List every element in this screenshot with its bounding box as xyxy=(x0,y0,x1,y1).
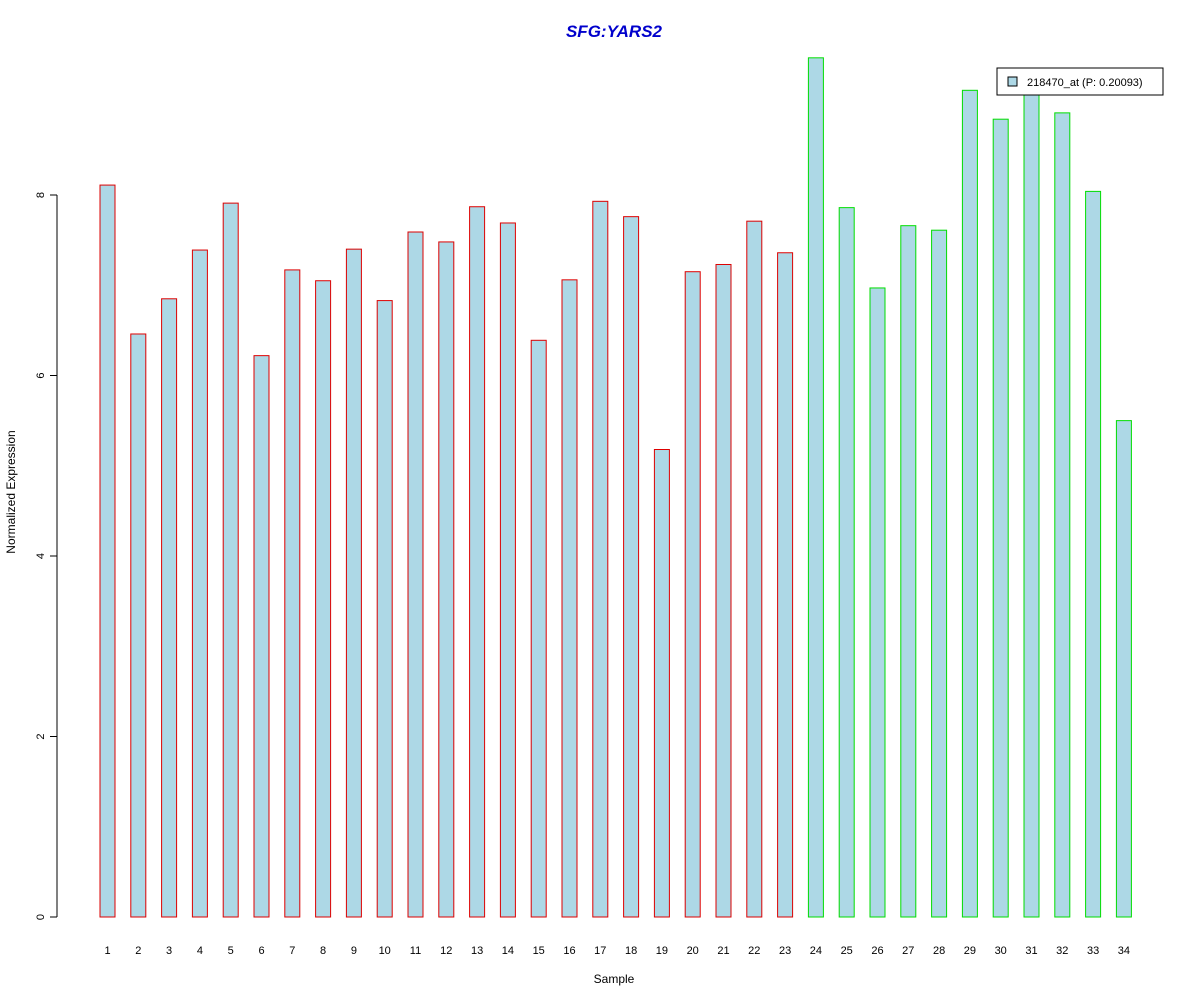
x-axis-title: Sample xyxy=(594,972,635,986)
x-tick-label: 23 xyxy=(779,945,791,957)
bar-sample-3 xyxy=(161,298,178,918)
bar-sample-28 xyxy=(931,229,948,918)
x-tick-label: 3 xyxy=(166,945,172,957)
bar-sample-8 xyxy=(315,280,332,918)
bar-sample-14 xyxy=(499,222,516,918)
x-tick-label: 10 xyxy=(379,945,391,957)
bar-sample-18 xyxy=(623,216,640,918)
bar-sample-29 xyxy=(961,89,978,918)
bar-sample-2 xyxy=(130,333,147,918)
bar-sample-23 xyxy=(777,252,794,918)
x-tick-label: 13 xyxy=(471,945,483,957)
legend-box xyxy=(996,67,1164,96)
x-tick-label: 28 xyxy=(933,945,945,957)
x-tick-label: 27 xyxy=(902,945,914,957)
chart-title: SFG:YARS2 xyxy=(566,22,663,41)
y-tick-label: 2 xyxy=(35,733,47,739)
bar-sample-7 xyxy=(284,269,301,918)
bar-sample-24 xyxy=(807,57,824,918)
x-tick-label: 17 xyxy=(594,945,606,957)
bar-sample-4 xyxy=(191,249,208,918)
bar-sample-27 xyxy=(900,225,917,918)
x-tick-label: 16 xyxy=(563,945,575,957)
x-tick-label: 21 xyxy=(717,945,729,957)
bar-sample-22 xyxy=(746,220,763,918)
x-tick-label: 31 xyxy=(1025,945,1037,957)
x-tick-label: 4 xyxy=(197,945,203,957)
bar-sample-20 xyxy=(684,271,701,918)
y-axis: 0 2 4 6 8 xyxy=(35,192,58,920)
x-tick-labels: 1 2 3 4 5 6 7 8 9 10 11 12 13 14 15 16 17 18 19 20 21 22 23 24 2… xyxy=(104,945,1130,957)
bar-sample-6 xyxy=(253,355,270,918)
bar-sample-31 xyxy=(1023,93,1040,918)
y-tick-label: 8 xyxy=(35,192,47,198)
legend-swatch xyxy=(1007,76,1018,87)
x-tick-label: 24 xyxy=(810,945,822,957)
bars-group xyxy=(99,57,1132,918)
x-tick-label: 34 xyxy=(1118,945,1130,957)
legend: 218470_at (P: 0.20093) xyxy=(996,67,1164,96)
bar-sample-32 xyxy=(1054,112,1071,918)
y-tick-label: 6 xyxy=(35,372,47,378)
x-tick-label: 9 xyxy=(351,945,357,957)
x-tick-label: 33 xyxy=(1087,945,1099,957)
x-tick-label: 30 xyxy=(995,945,1007,957)
x-tick-label: 7 xyxy=(289,945,295,957)
x-tick-label: 26 xyxy=(871,945,883,957)
bar-sample-11 xyxy=(407,231,424,918)
bar-sample-1 xyxy=(99,184,116,918)
x-tick-label: 18 xyxy=(625,945,637,957)
x-tick-label: 32 xyxy=(1056,945,1068,957)
bar-sample-33 xyxy=(1085,190,1102,918)
x-tick-label: 22 xyxy=(748,945,760,957)
x-tick-label: 1 xyxy=(104,945,110,957)
bar-sample-25 xyxy=(838,207,855,918)
x-tick-label: 15 xyxy=(533,945,545,957)
bar-sample-26 xyxy=(869,287,886,918)
legend-label: 218470_at (P: 0.20093) xyxy=(1027,77,1143,89)
bar-sample-16 xyxy=(561,279,578,918)
x-tick-label: 20 xyxy=(687,945,699,957)
x-tick-label: 11 xyxy=(410,945,421,957)
x-tick-label: 25 xyxy=(841,945,853,957)
bar-sample-34 xyxy=(1115,420,1132,918)
bar-sample-9 xyxy=(345,248,362,918)
y-tick-label: 0 xyxy=(35,914,47,920)
x-tick-label: 5 xyxy=(228,945,234,957)
bar-sample-30 xyxy=(992,118,1009,918)
bar-sample-15 xyxy=(530,339,547,918)
bar-sample-5 xyxy=(222,202,239,918)
bar-sample-12 xyxy=(438,241,455,918)
bar-sample-17 xyxy=(592,200,609,918)
bar-sample-10 xyxy=(376,300,393,918)
bar-sample-13 xyxy=(469,206,486,918)
x-tick-label: 2 xyxy=(135,945,141,957)
bar-sample-21 xyxy=(715,263,732,918)
y-axis-title: Normalized Expression xyxy=(4,430,18,553)
x-tick-label: 12 xyxy=(440,945,452,957)
x-tick-label: 29 xyxy=(964,945,976,957)
x-tick-label: 14 xyxy=(502,945,514,957)
x-tick-label: 6 xyxy=(258,945,264,957)
x-tick-label: 19 xyxy=(656,945,668,957)
x-tick-label: 8 xyxy=(320,945,326,957)
y-tick-label: 4 xyxy=(35,553,47,559)
bar-sample-19 xyxy=(653,449,670,918)
